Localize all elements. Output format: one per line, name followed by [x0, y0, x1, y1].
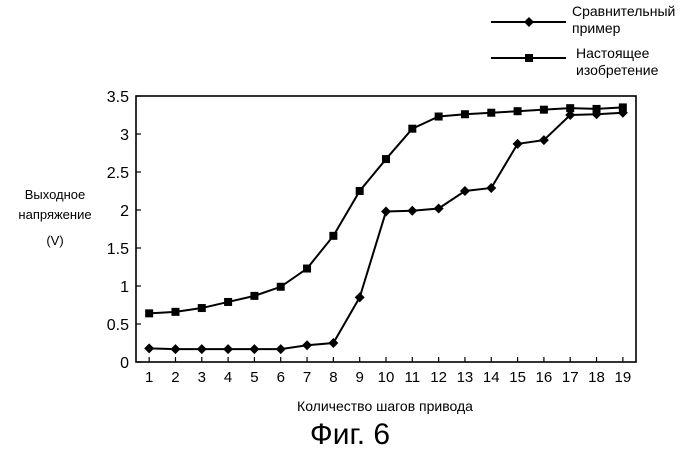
x-tick-label: 17 [562, 369, 579, 386]
series-comparative [144, 107, 628, 355]
diamond-marker [354, 292, 365, 303]
axes: 00.511.522.533.51 2 3 4 5 6 7 8 9 10 11 12 13 14 15 16 1… [107, 89, 637, 386]
square-marker [513, 107, 522, 116]
legend-markers [491, 17, 566, 62]
x-tick-label: 14 [483, 369, 500, 386]
series-line [149, 111, 623, 351]
diamond-marker [459, 186, 470, 196]
diamond-marker [275, 344, 286, 355]
square-marker [566, 104, 575, 113]
x-tick-label: 3 [198, 369, 206, 386]
y-axis-label-line-2: напряжение [18, 207, 92, 222]
legend-label-comparative-line-1: Сравнительный [572, 3, 676, 19]
diamond-marker [565, 110, 576, 120]
y-axis-label-line-1: Выходное [24, 187, 86, 202]
series-layer [144, 103, 628, 355]
legend-diamond-marker [524, 17, 534, 27]
x-tick-label: 11 [405, 369, 421, 386]
diamond-marker [196, 344, 207, 355]
square-marker [539, 105, 548, 114]
y-tick-label: 1.5 [107, 241, 129, 258]
x-tick-label: 15 [509, 369, 526, 386]
x-tick-label: 16 [536, 369, 553, 386]
x-tick-label: 10 [378, 369, 395, 386]
diamond-marker [512, 138, 523, 149]
x-axis-label: Количество шагов привода [297, 398, 473, 414]
square-marker [434, 112, 443, 121]
figure-caption: Фиг. 6 [309, 418, 391, 451]
diamond-marker [223, 344, 234, 355]
legend-square-marker [525, 54, 533, 62]
x-tick-label: 2 [171, 369, 179, 386]
x-tick-label: 18 [588, 369, 605, 386]
square-marker [329, 231, 338, 240]
legend-label-invention-line-2: изобретение [576, 62, 659, 78]
square-marker [303, 264, 312, 273]
y-axis-label-line-3: (V) [46, 233, 64, 248]
y-tick-label: 0 [120, 355, 129, 372]
diamond-marker [381, 206, 391, 217]
square-marker [276, 282, 285, 291]
diamond-marker [144, 343, 155, 354]
square-marker [408, 124, 417, 133]
y-tick-label: 2.5 [107, 165, 129, 182]
square-marker [592, 104, 601, 113]
x-tick-label: 13 [457, 369, 474, 386]
y-tick-label: 3.5 [107, 89, 129, 106]
square-marker [250, 291, 259, 300]
x-tick-label: 4 [224, 369, 232, 386]
x-tick-label: 6 [277, 369, 285, 386]
legend-label-invention-line-1: Настоящее [576, 45, 650, 61]
y-tick-label: 3 [120, 127, 129, 144]
y-tick-label: 0.5 [107, 317, 129, 334]
x-tick-label: 1 [145, 369, 153, 386]
series-invention [145, 103, 627, 318]
diamond-marker [170, 344, 181, 355]
x-tick-label: 7 [303, 369, 311, 386]
x-tick-label: 9 [356, 369, 364, 386]
square-marker [618, 103, 627, 112]
square-marker [355, 187, 364, 195]
square-marker [382, 155, 390, 164]
diamond-marker [302, 340, 313, 351]
square-marker [197, 304, 206, 313]
square-marker [460, 110, 469, 119]
plot-frame [135, 95, 637, 363]
legend-label-comparative-line-2: пример [572, 20, 621, 36]
diamond-marker [249, 344, 260, 355]
y-tick-label: 2 [120, 203, 129, 220]
diamond-marker [486, 182, 497, 193]
x-tick-label: 8 [329, 369, 337, 386]
square-marker [171, 307, 180, 316]
x-tick-label: 5 [250, 369, 258, 386]
diamond-marker [433, 203, 444, 214]
diamond-marker [407, 205, 418, 216]
y-tick-label: 1 [120, 279, 129, 296]
square-marker [224, 297, 233, 306]
x-tick-label: 19 [614, 369, 631, 386]
diamond-marker [328, 338, 339, 348]
square-marker [145, 309, 154, 318]
square-marker [487, 108, 496, 117]
diamond-marker [538, 135, 549, 146]
x-tick-label: 12 [430, 369, 447, 386]
